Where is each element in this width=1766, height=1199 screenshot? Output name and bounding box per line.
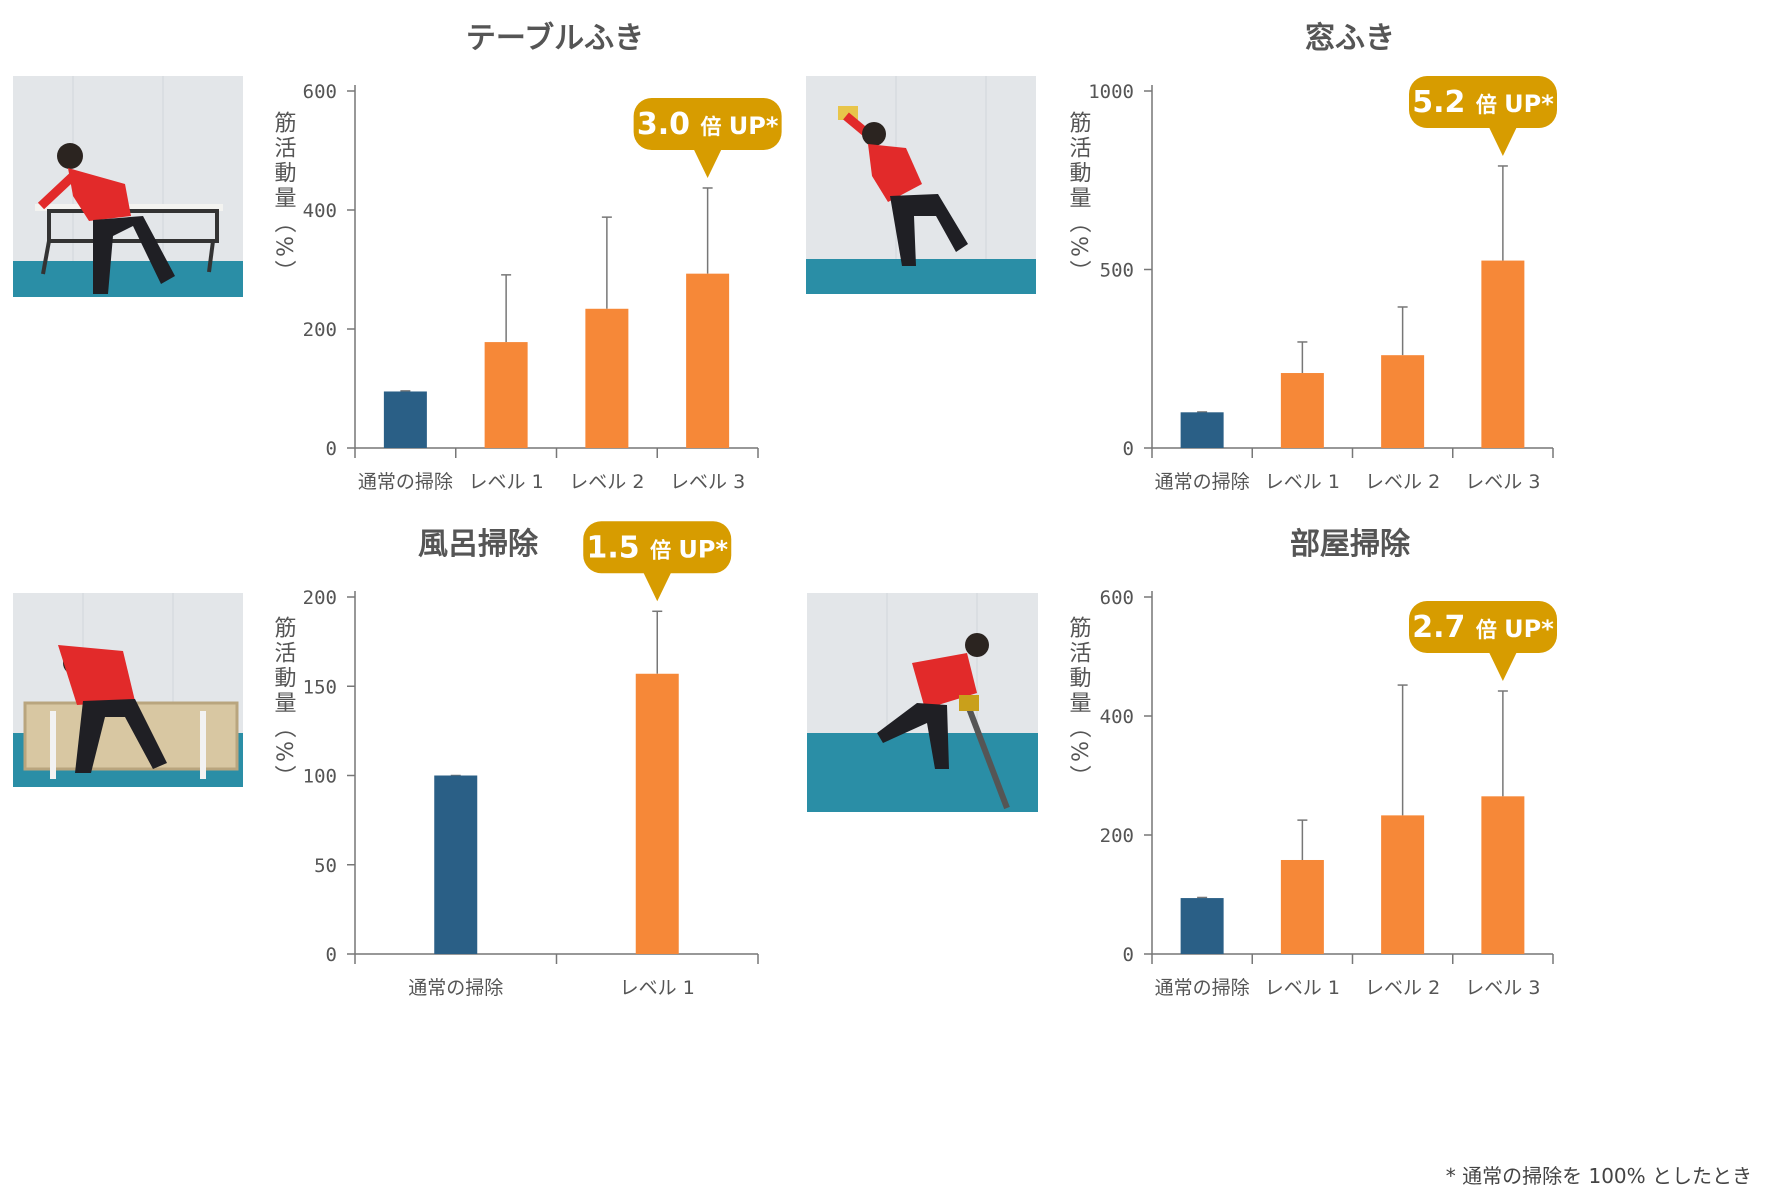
y-axis-label: 筋活動量（%） <box>1066 616 1092 790</box>
callout-text: 5.2 倍 UP* <box>1412 85 1554 120</box>
bar <box>383 391 427 448</box>
chart-title: 部屋掃除 <box>1290 527 1411 562</box>
bar <box>585 308 629 448</box>
person-vacuuming-room-photo <box>807 593 1038 812</box>
bar <box>686 273 730 448</box>
callout-text: 3.0 倍 UP* <box>637 107 779 142</box>
bar <box>1481 260 1525 448</box>
x-tick-label: レベル 2 <box>1365 471 1440 493</box>
person-cleaning-bathtub-photo <box>13 593 243 787</box>
y-axis-label: 筋活動量（%） <box>271 616 297 790</box>
callout-number: 3.0 <box>637 107 701 142</box>
x-tick-label: レベル 1 <box>469 471 544 493</box>
bar <box>434 775 478 954</box>
bar <box>1381 355 1425 448</box>
callout-box <box>1409 601 1557 654</box>
callout-pointer <box>1488 126 1517 156</box>
callout-pointer <box>693 148 722 178</box>
bar <box>1481 796 1525 954</box>
y-tick-label: 200 <box>1100 825 1134 847</box>
x-tick-label: レベル 2 <box>1365 977 1440 999</box>
x-tick-label: レベル 3 <box>670 471 745 493</box>
y-tick-label: 400 <box>1100 706 1134 728</box>
callout-suffix: UP* <box>678 535 728 563</box>
callout-number: 2.7 <box>1412 610 1476 645</box>
callout-suffix: UP* <box>1504 90 1554 118</box>
x-tick-label: 通常の掃除 <box>1155 471 1250 493</box>
callout-pointer <box>1488 652 1517 682</box>
y-tick-label: 0 <box>1123 438 1134 460</box>
callout-number: 1.5 <box>586 530 650 565</box>
y-axis-label: 筋活動量（%） <box>271 111 297 285</box>
callout-bubble: 2.7 倍 UP* <box>1409 601 1557 682</box>
callout-box <box>633 97 782 150</box>
x-tick-label: 通常の掃除 <box>1155 977 1250 999</box>
callout-unit: 倍 <box>650 538 678 562</box>
callout-number: 5.2 <box>1412 85 1476 120</box>
x-tick-label: レベル 1 <box>1265 471 1340 493</box>
bar <box>1280 859 1324 954</box>
callout-unit: 倍 <box>1476 618 1504 642</box>
y-tick-label: 1000 <box>1088 81 1134 103</box>
bar <box>484 342 528 448</box>
y-tick-label: 100 <box>303 766 337 788</box>
chart-title: テーブルふき <box>466 21 644 56</box>
y-tick-label: 400 <box>303 200 337 222</box>
callout-bubble: 3.0 倍 UP* <box>633 97 782 178</box>
bar <box>1180 898 1224 954</box>
bar <box>1381 815 1425 954</box>
y-tick-label: 50 <box>314 855 337 877</box>
bar <box>635 673 679 954</box>
callout-text: 2.7 倍 UP* <box>1412 610 1554 645</box>
y-tick-label: 200 <box>303 587 337 609</box>
callout-unit: 倍 <box>700 115 728 139</box>
callout-text: 1.5 倍 UP* <box>586 530 728 565</box>
callout-bubble: 1.5 倍 UP* <box>583 521 732 602</box>
x-tick-label: 通常の掃除 <box>358 471 453 493</box>
y-tick-label: 0 <box>326 944 337 966</box>
x-tick-label: レベル 3 <box>1465 977 1540 999</box>
callout-suffix: UP* <box>729 112 779 140</box>
footnote: * 通常の掃除を 100% としたとき <box>1445 1164 1752 1188</box>
x-tick-label: レベル 2 <box>569 471 644 493</box>
y-axis-label: 筋活動量（%） <box>1066 111 1092 285</box>
person-wiping-window-photo <box>806 76 1036 294</box>
bar <box>1280 373 1324 448</box>
y-tick-label: 0 <box>326 438 337 460</box>
person-wiping-table-photo <box>13 76 243 297</box>
y-tick-label: 600 <box>303 81 337 103</box>
chart-title: 風呂掃除 <box>418 527 539 562</box>
x-tick-label: 通常の掃除 <box>408 977 503 999</box>
callout-suffix: UP* <box>1504 615 1554 643</box>
bar <box>1180 412 1224 448</box>
x-tick-label: レベル 1 <box>620 977 695 999</box>
y-tick-label: 600 <box>1100 587 1134 609</box>
callout-bubble: 5.2 倍 UP* <box>1409 75 1557 156</box>
callout-box <box>1409 75 1557 128</box>
x-tick-label: レベル 1 <box>1265 977 1340 999</box>
callout-unit: 倍 <box>1476 93 1504 117</box>
callout-pointer <box>643 572 672 602</box>
y-tick-label: 500 <box>1100 260 1134 282</box>
callout-box <box>583 521 732 574</box>
y-tick-label: 200 <box>303 319 337 341</box>
y-tick-label: 150 <box>303 676 337 698</box>
chart-title: 窓ふき <box>1305 21 1395 56</box>
y-tick-label: 0 <box>1123 944 1134 966</box>
x-tick-label: レベル 3 <box>1465 471 1540 493</box>
